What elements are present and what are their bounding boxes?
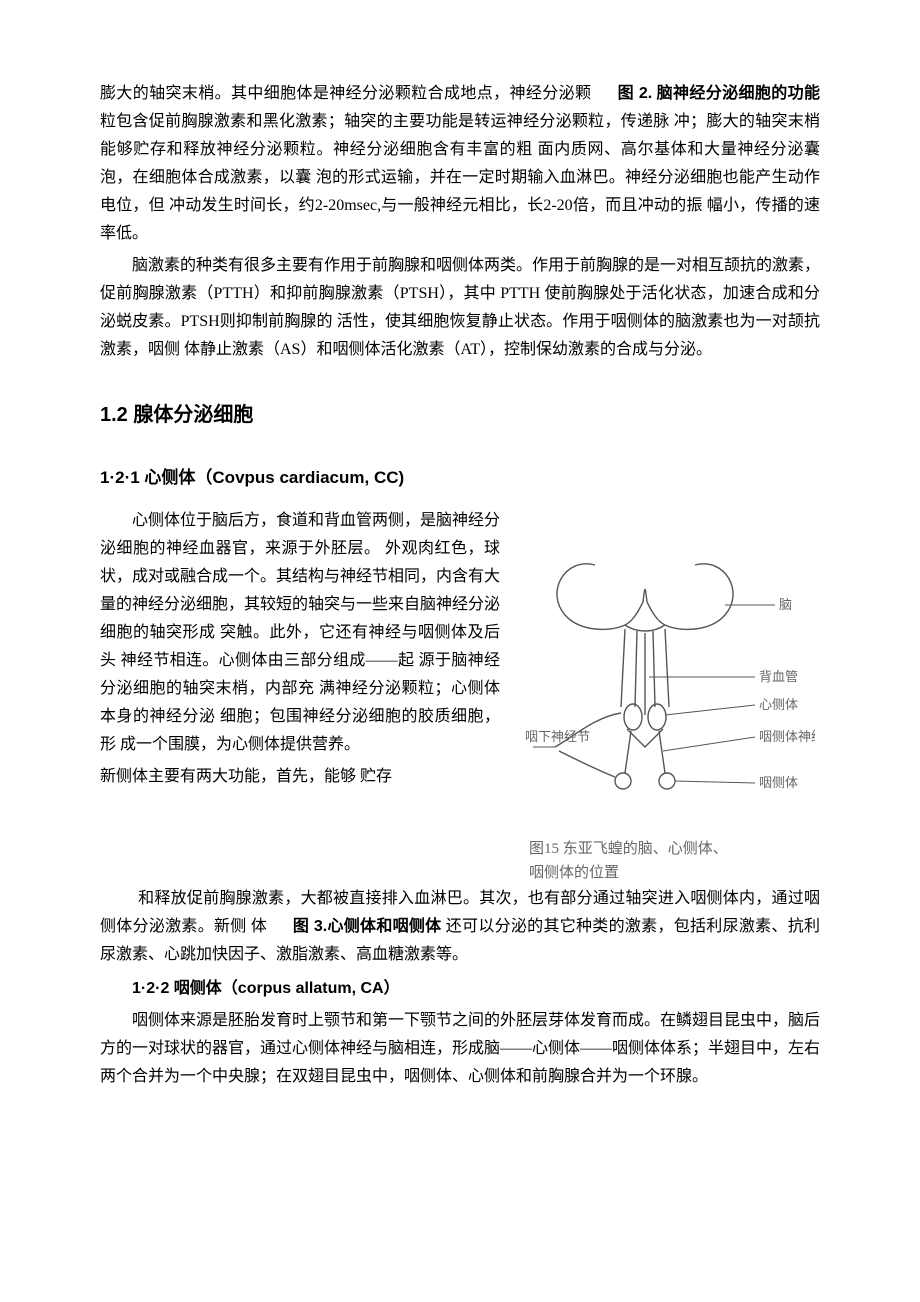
para1-text-b: 粒包含促前胸腺激素和黑化激素；轴突的主要功能是转运神经分泌颗粒，传递脉 冲；膨大… bbox=[100, 113, 820, 242]
brain-left-lobe bbox=[557, 564, 643, 630]
figure-caption-line1: 图15 东亚飞蝗的脑、心侧体、 bbox=[529, 841, 728, 857]
cc-left bbox=[624, 704, 642, 730]
paragraph-2: 脑激素的种类有很多主要有作用于前胸腺和咽侧体两类。作用于前胸腺的是一对相互颉抗的… bbox=[100, 252, 820, 364]
label-sub-ganglion: 咽下神经节 bbox=[525, 729, 590, 744]
nerve-right-outer bbox=[665, 629, 669, 707]
brain-mid-notch bbox=[643, 589, 647, 602]
paragraph-1: 膨大的轴突末梢。其中细胞体是神经分泌颗粒合成地点，神经分泌颗 图 2. 脑神经分… bbox=[100, 80, 820, 248]
two-column-section: 心侧体位于脑后方，食道和背血管两侧，是脑神经分泌细胞的神经血器官，来源于外胚层。… bbox=[100, 507, 820, 885]
label-ca: 咽侧体 bbox=[759, 775, 798, 790]
nerve-left-inner bbox=[635, 631, 637, 707]
label-cc: 心侧体 bbox=[759, 697, 798, 712]
paragraph-4a: 新侧体主要有两大功能，首先，能够 贮存 bbox=[100, 763, 500, 791]
ca-nerve-left bbox=[625, 731, 631, 773]
label-brain: 脑 bbox=[779, 597, 792, 612]
cc-cross bbox=[627, 729, 663, 747]
column-text: 心侧体位于脑后方，食道和背血管两侧，是脑神经分泌细胞的神经血器官，来源于外胚层。… bbox=[100, 507, 500, 885]
cc-right bbox=[648, 704, 666, 730]
leader-ca bbox=[675, 781, 755, 783]
ca-left bbox=[615, 773, 631, 789]
heading-1-2-1: 1·2·1 心侧体（Covpus cardiacum, CC) bbox=[100, 463, 820, 493]
anatomy-diagram: 脑 背血管 心侧体 咽侧体神经 咽侧体 咽下神经节 bbox=[525, 537, 815, 827]
figure-caption: 图15 东亚飞蝗的脑、心侧体、 咽侧体的位置 bbox=[511, 837, 829, 885]
column-figure: 脑 背血管 心侧体 咽侧体神经 咽侧体 咽下神经节 图15 东亚飞蝗的脑、心侧体… bbox=[520, 507, 820, 885]
nerve-left-outer bbox=[621, 629, 625, 707]
leader-ca-nerve bbox=[663, 737, 755, 751]
heading-1-2-2: 1·2·2 咽侧体（corpus allatum, CA） bbox=[100, 975, 820, 1003]
figure-2-label: 图 2. bbox=[618, 85, 653, 102]
brain-right-lobe bbox=[647, 564, 733, 630]
label-ca-nerve: 咽侧体神经 bbox=[759, 729, 815, 744]
para1-text-a: 膨大的轴突末梢。其中细胞体是神经分泌颗粒合成地点，神经分泌颗 bbox=[100, 85, 591, 102]
label-dorsal-vessel: 背血管 bbox=[759, 669, 798, 684]
ca-right bbox=[659, 773, 675, 789]
paragraph-5: 咽侧体来源是胚胎发育时上颚节和第一下颚节之间的外胚层芽体发育而成。在鳞翅目昆虫中… bbox=[100, 1007, 820, 1091]
paragraph-4bc: 和释放促前胸腺激素，大都被直接排入血淋巴。其次，也有部分通过轴突进入咽侧体内，通… bbox=[100, 885, 820, 969]
ca-nerve-right bbox=[659, 731, 665, 773]
leader-cc bbox=[665, 705, 755, 715]
figure-3-label: 图 3.心侧体和咽侧体 bbox=[293, 918, 442, 935]
brain-bottom-curve bbox=[625, 625, 665, 631]
nerve-right-inner bbox=[653, 631, 655, 707]
figure-2-title: 脑神经分泌细胞的功能 bbox=[657, 85, 820, 102]
sub-ganglion-nerve2 bbox=[559, 751, 615, 777]
paragraph-3: 心侧体位于脑后方，食道和背血管两侧，是脑神经分泌细胞的神经血器官，来源于外胚层。… bbox=[100, 507, 500, 759]
figure-caption-line2: 咽侧体的位置 bbox=[529, 865, 619, 881]
heading-1-2: 1.2 腺体分泌细胞 bbox=[100, 398, 820, 433]
